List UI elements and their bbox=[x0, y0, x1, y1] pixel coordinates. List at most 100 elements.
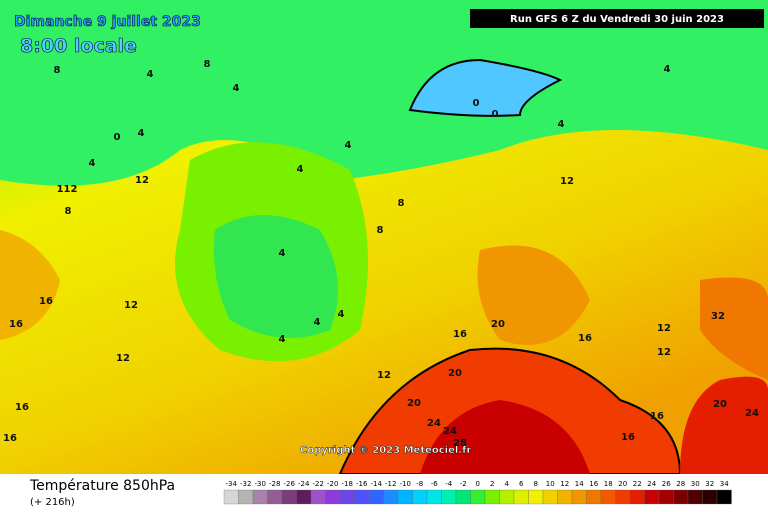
run-label: Run GFS 6 Z du Vendredi 30 juin 2023 bbox=[510, 14, 724, 25]
contour-label: 4 bbox=[147, 69, 154, 80]
contour-label: 20 bbox=[448, 368, 462, 379]
copyright: Copyright © 2023 Meteociel.fr bbox=[300, 445, 471, 456]
contour-label: 12 bbox=[124, 300, 138, 311]
contour-label: 12 bbox=[377, 370, 391, 381]
scale-swatch bbox=[426, 489, 442, 505]
scale-label: -6 bbox=[431, 480, 439, 488]
contour-label: 16 bbox=[650, 411, 664, 422]
scale-swatch bbox=[470, 489, 486, 505]
contour-label: 16 bbox=[15, 402, 29, 413]
scale-swatch bbox=[673, 489, 689, 505]
scale-swatch bbox=[528, 489, 544, 505]
date-label: Dimanche 9 juillet 2023 bbox=[14, 14, 201, 30]
scale-swatch bbox=[702, 489, 718, 505]
scale-swatch bbox=[499, 489, 515, 505]
contour-label: 8 bbox=[65, 206, 72, 217]
scale-swatch bbox=[412, 489, 428, 505]
warm-west bbox=[0, 230, 60, 340]
scale-label: 18 bbox=[604, 480, 613, 488]
scale-swatch bbox=[629, 489, 645, 505]
scale-swatch bbox=[339, 489, 355, 505]
hot-east bbox=[680, 376, 768, 474]
scale-swatch bbox=[296, 489, 312, 505]
contour-label: 20 bbox=[491, 319, 505, 330]
scale-swatch bbox=[441, 489, 457, 505]
ocean-core bbox=[214, 215, 338, 338]
scale-label: -2 bbox=[460, 480, 467, 488]
contour-label: 24 bbox=[745, 408, 759, 419]
scale-label: 4 bbox=[505, 480, 510, 488]
contour-label: 4 bbox=[345, 140, 352, 151]
contour-label: 8 bbox=[377, 225, 384, 236]
contour-label: 16 bbox=[621, 432, 635, 443]
scale-swatch bbox=[658, 489, 674, 505]
scale-label: 0 bbox=[476, 480, 480, 488]
scale-swatch bbox=[571, 489, 587, 505]
contour-label: 16 bbox=[3, 433, 17, 444]
scale-label: 30 bbox=[691, 480, 700, 488]
scale-swatch bbox=[354, 489, 370, 505]
footer-lead: (+ 216h) bbox=[30, 497, 75, 508]
contour-label: 12 bbox=[560, 176, 574, 187]
scale-swatch bbox=[716, 489, 732, 505]
contour-label: 12 bbox=[657, 347, 671, 358]
contour-label: 16 bbox=[453, 329, 467, 340]
contour-label: 8 bbox=[54, 65, 61, 76]
contour-label: 16 bbox=[39, 296, 53, 307]
scale-label: 10 bbox=[546, 480, 555, 488]
run-box bbox=[470, 9, 764, 28]
scale-label: -26 bbox=[284, 480, 296, 488]
scale-label: 34 bbox=[720, 480, 729, 488]
contour-label: 12 bbox=[135, 175, 149, 186]
scale-swatch bbox=[383, 489, 399, 505]
scale-swatch bbox=[455, 489, 471, 505]
cold-pool bbox=[408, 58, 563, 117]
contour-label: 20 bbox=[713, 399, 727, 410]
scale-label: -20 bbox=[327, 480, 338, 488]
contour-label: 20 bbox=[407, 398, 421, 409]
scale-swatch bbox=[513, 489, 529, 505]
scale-swatch bbox=[644, 489, 660, 505]
contour-label: 4 bbox=[89, 158, 96, 169]
scale-swatch bbox=[542, 489, 558, 505]
scale-swatch bbox=[687, 489, 703, 505]
scale-swatch bbox=[267, 489, 283, 505]
contour-label: 4 bbox=[233, 83, 240, 94]
footer-title: Température 850hPa bbox=[29, 478, 175, 494]
scale-label: -24 bbox=[298, 480, 310, 488]
scale-label: 20 bbox=[618, 480, 627, 488]
scale-swatch bbox=[600, 489, 616, 505]
time-label: 8:00 locale bbox=[20, 35, 137, 57]
scale-swatch bbox=[252, 489, 268, 505]
contour-label: 4 bbox=[314, 317, 321, 328]
scale-swatch bbox=[325, 489, 341, 505]
contour-label: 4 bbox=[664, 64, 671, 75]
contour-label: 112 bbox=[57, 184, 78, 195]
scale-label: 8 bbox=[534, 480, 538, 488]
scale-label: 32 bbox=[705, 480, 714, 488]
contour-label: 8 bbox=[204, 59, 211, 70]
scale-label: -16 bbox=[356, 480, 368, 488]
scale-label: 16 bbox=[589, 480, 598, 488]
scale-swatch bbox=[484, 489, 500, 505]
contour-label: 0 bbox=[473, 98, 480, 109]
scale-label: -32 bbox=[240, 480, 251, 488]
scale-label: -22 bbox=[313, 480, 324, 488]
scale-label: 6 bbox=[519, 480, 524, 488]
scale-swatch bbox=[397, 489, 413, 505]
warm-east bbox=[700, 277, 768, 380]
contour-label: 8 bbox=[398, 198, 405, 209]
scale-label: 2 bbox=[490, 480, 494, 488]
scale-swatch bbox=[557, 489, 573, 505]
scale-label: -10 bbox=[400, 480, 411, 488]
cold-zone bbox=[0, 0, 768, 186]
scale-label: -30 bbox=[255, 480, 266, 488]
scale-label: -4 bbox=[445, 480, 453, 488]
scale-label: -34 bbox=[226, 480, 238, 488]
contour-label: 4 bbox=[279, 248, 286, 259]
contour-label: 4 bbox=[338, 309, 345, 320]
scale-swatch bbox=[281, 489, 297, 505]
scale-label: -18 bbox=[342, 480, 353, 488]
